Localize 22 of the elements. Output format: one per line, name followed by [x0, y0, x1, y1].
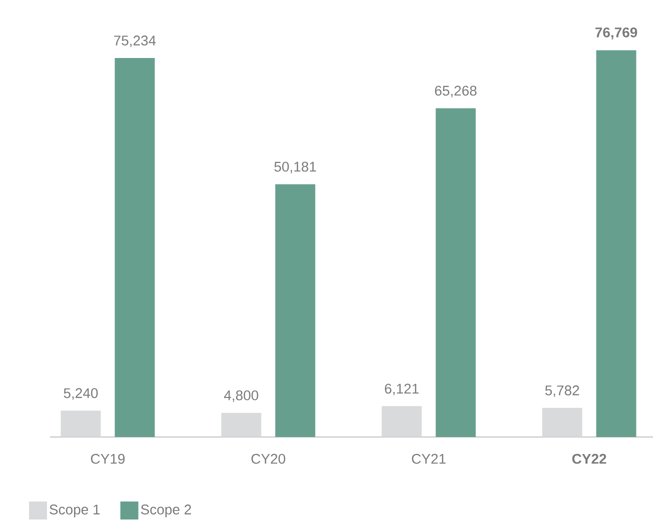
data-label: 4,800	[224, 390, 258, 402]
x-tick-label: CY22	[572, 454, 606, 464]
bar	[221, 412, 262, 437]
data-label: 5,240	[64, 388, 98, 400]
legend-label: Scope 2	[140, 504, 191, 518]
data-label: 76,769	[595, 27, 638, 40]
data-label: 6,121	[384, 384, 419, 396]
data-label: 5,782	[545, 385, 580, 398]
bar	[275, 184, 316, 437]
bar	[382, 406, 422, 437]
bar	[436, 108, 476, 437]
x-tick-label: CY21	[412, 454, 446, 464]
data-label: 75,234	[114, 36, 156, 48]
bar	[60, 410, 101, 437]
x-tick-label: CY20	[251, 454, 286, 464]
x-tick-label: CY19	[90, 454, 125, 464]
bar	[596, 50, 636, 437]
bar	[114, 58, 155, 437]
bar	[542, 408, 582, 437]
data-label: 65,268	[435, 86, 477, 98]
legend-label: Scope 1	[50, 504, 100, 518]
data-label: 50,181	[274, 162, 316, 174]
